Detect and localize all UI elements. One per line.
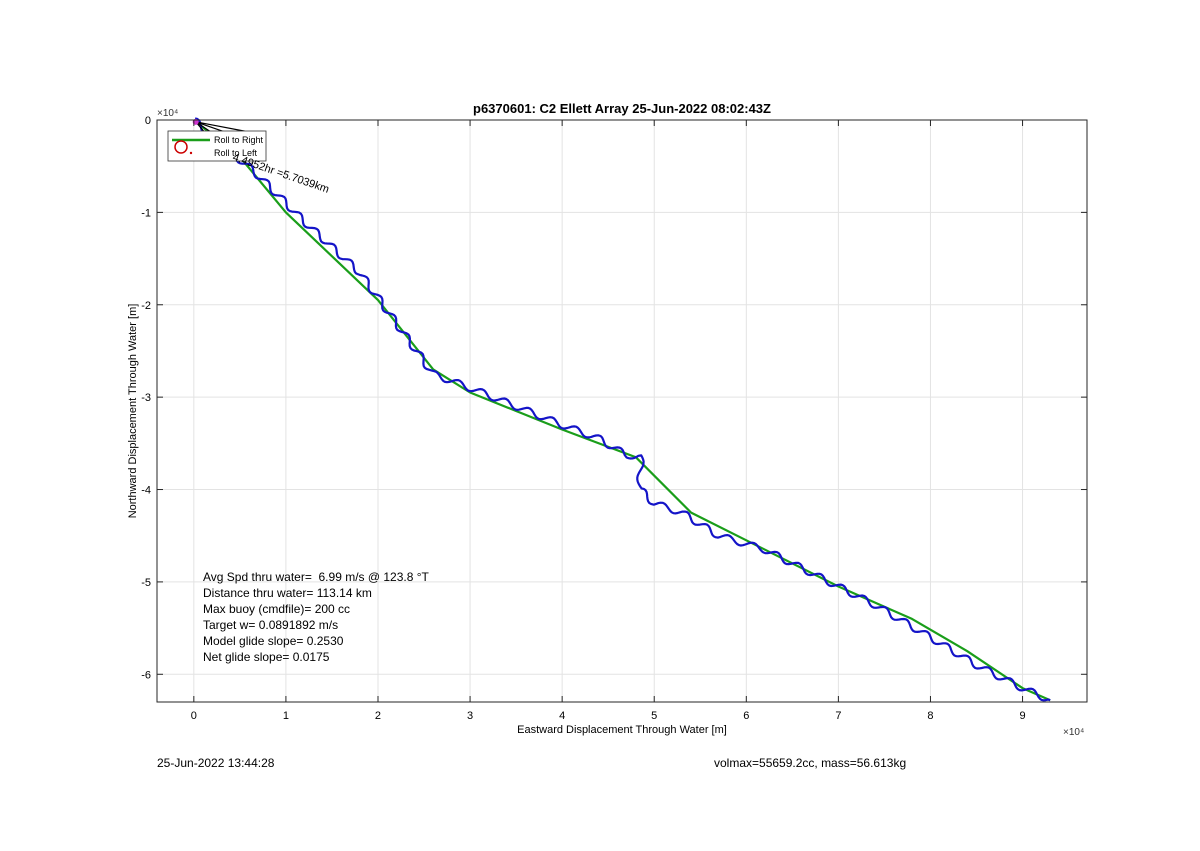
stat-target-w: Target w= 0.0891892 m/s (203, 618, 339, 632)
chart-title: p6370601: C2 Ellett Array 25-Jun-2022 08… (473, 101, 771, 116)
y-tick-label: -2 (141, 300, 151, 312)
legend-box (167, 130, 267, 162)
stat-model-glide: Model glide slope= 0.2530 (203, 634, 344, 648)
legend-entry-right: Roll to Right (214, 135, 264, 145)
legend-entry-left: Roll to Left (214, 148, 258, 158)
x-tick-label: 0 (191, 710, 197, 722)
x-tick-label: 5 (651, 710, 657, 722)
series-line-0 (193, 119, 1051, 702)
y-tick-label: -1 (141, 207, 151, 219)
x-tick-label: 7 (835, 710, 841, 722)
series-layer (192, 117, 1051, 702)
x-tick-label: 1 (283, 710, 289, 722)
stat-max-buoy: Max buoy (cmdfile)= 200 cc (203, 602, 351, 616)
stat-net-glide: Net glide slope= 0.0175 (203, 650, 330, 664)
legend-marker-circle (174, 140, 188, 154)
footer-timestamp: 25-Jun-2022 13:44:28 (157, 756, 275, 770)
tick-labels: 0 1 2 3 4 5 6 7 8 9 0 -1 -2 -3 -4 -5 -6 (141, 115, 1025, 722)
y-tick-label: 0 (145, 115, 151, 127)
y-tick-label: -6 (141, 669, 151, 681)
x-exponent-label: ×10⁴ (1063, 727, 1084, 738)
series-line-1 (194, 117, 1051, 702)
x-tick-label: 6 (743, 710, 749, 722)
x-tick-label: 2 (375, 710, 381, 722)
y-tick-label: -5 (141, 577, 151, 589)
x-tick-label: 9 (1019, 710, 1025, 722)
y-tick-label: -4 (141, 485, 151, 497)
x-tick-label: 3 (467, 710, 473, 722)
y-exponent-label: ×10⁴ (157, 108, 178, 119)
x-axis-label: Eastward Displacement Through Water [m] (517, 724, 727, 736)
y-axis-label: Northward Displacement Through Water [m] (127, 304, 139, 519)
y-tick-label: -3 (141, 392, 151, 404)
legend: Roll to Right Roll to Left (167, 130, 267, 162)
x-tick-label: 4 (559, 710, 565, 722)
stats-panel: Avg Spd thru water= 6.99 m/s @ 123.8 °T … (203, 569, 429, 665)
x-tick-label: 8 (927, 710, 933, 722)
axes-box (156, 119, 1088, 703)
stat-avg-speed: Avg Spd thru water= 6.99 m/s @ 123.8 °T (203, 570, 429, 584)
footer-volmax: volmax=55659.2cc, mass=56.613kg (714, 756, 907, 770)
series-line-2 (195, 121, 246, 150)
stat-distance: Distance thru water= 113.14 km (203, 586, 372, 600)
leg-annotation: 4.4952hr =5.7039km (231, 151, 331, 195)
legend-marker-dot (189, 151, 193, 155)
tick-marks (157, 119, 1087, 702)
